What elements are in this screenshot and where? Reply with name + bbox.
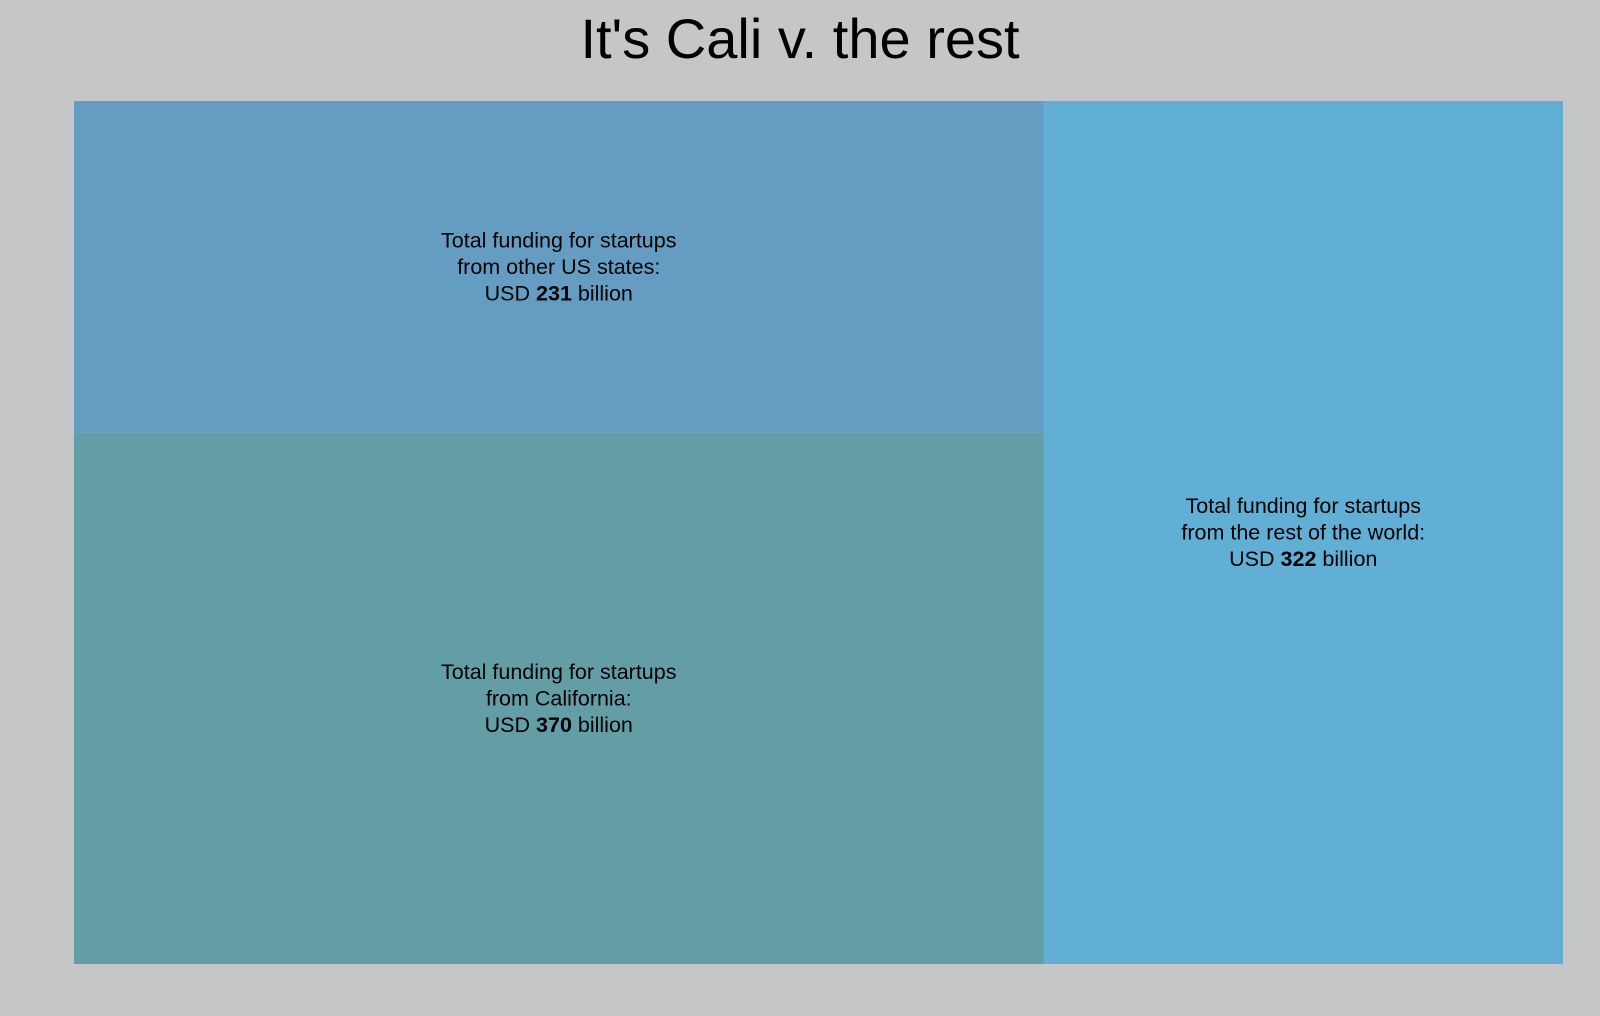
chart-title: It's Cali v. the rest: [580, 7, 1020, 70]
tile-other-us-states-value: 231: [536, 281, 572, 305]
tile-california-label-line: from California:: [486, 686, 632, 710]
tile-california-value: 370: [536, 713, 572, 737]
tile-california-value-label: USD 370 billion: [485, 713, 633, 737]
tile-rest-of-world-rect: [1043, 101, 1563, 964]
tile-other-us-states-label-line: from other US states:: [457, 255, 660, 279]
tile-other-us-states-label-line: Total funding for startups: [441, 228, 676, 252]
tile-rest-of-world-value: 322: [1281, 547, 1317, 571]
tile-california-label-line: Total funding for startups: [441, 660, 676, 684]
tile-california-rect: [74, 432, 1044, 964]
tile-other-us-states-rect: [74, 101, 1044, 433]
tile-rest-of-world-label-line: from the rest of the world:: [1181, 521, 1425, 545]
tile-rest-of-world-label-line: Total funding for startups: [1186, 494, 1421, 518]
tile-other-us-states: Total funding for startups from other US …: [74, 101, 1044, 433]
tile-rest-of-world: Total funding for startups from the rest …: [1043, 101, 1563, 964]
tile-other-us-states-value-label: USD 231 billion: [485, 281, 633, 305]
tile-rest-of-world-value-label: USD 322 billion: [1229, 547, 1377, 571]
